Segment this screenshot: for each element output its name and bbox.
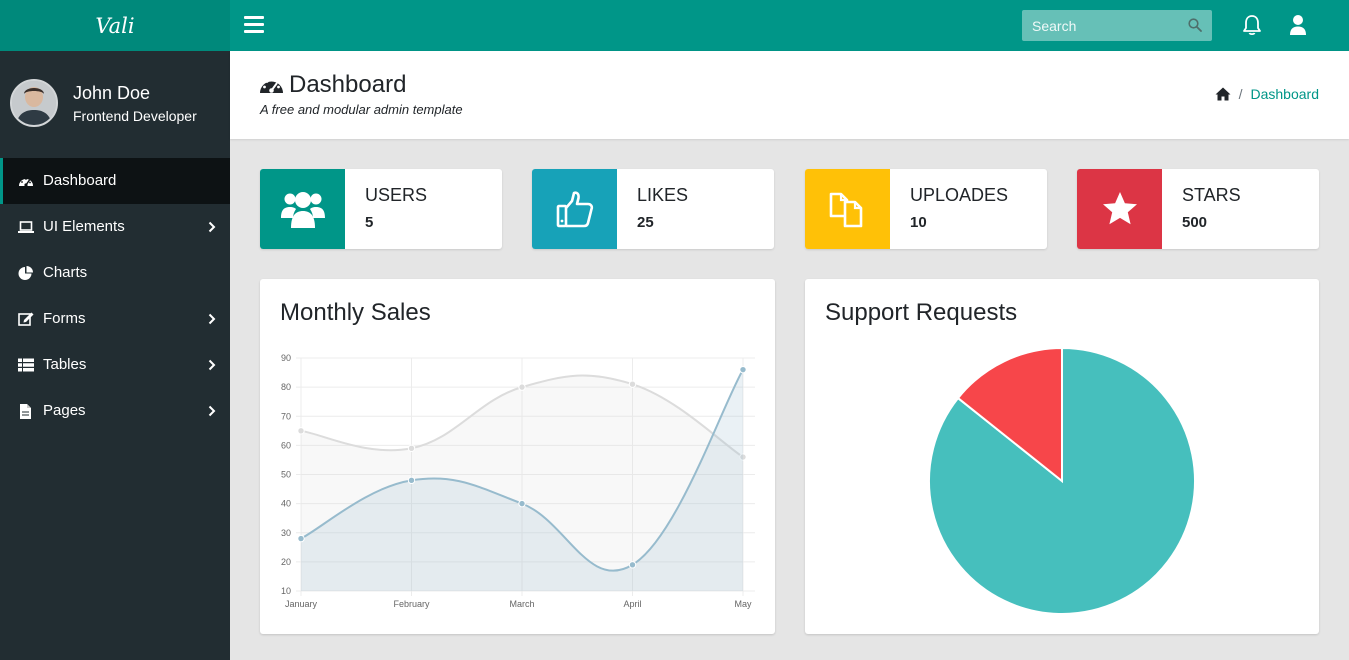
edit-icon — [18, 312, 34, 326]
data-point[interactable] — [407, 476, 416, 485]
search-box[interactable] — [1022, 10, 1212, 41]
sidebar-item-label: UI Elements — [43, 218, 125, 235]
sidebar-item-dashboard[interactable]: Dashboard — [0, 158, 230, 204]
user-profile: John Doe Frontend Developer — [0, 51, 230, 158]
widget-label: UPLOADES — [910, 185, 1009, 205]
files-icon — [829, 192, 862, 228]
widget-value: 500 — [1182, 214, 1208, 231]
breadcrumb-current[interactable]: Dashboard — [1250, 86, 1320, 102]
y-tick-label: 60 — [281, 440, 291, 450]
data-point[interactable] — [518, 499, 526, 508]
widget-stars: STARS 500 — [1077, 169, 1319, 249]
data-point[interactable] — [297, 534, 305, 543]
page-title-bar: Dashboard A free and modular admin templ… — [230, 51, 1349, 139]
user-role: Frontend Developer — [73, 108, 197, 124]
data-point[interactable] — [628, 380, 637, 388]
x-tick-label: March — [509, 599, 534, 609]
users-icon — [280, 192, 325, 228]
breadcrumb-separator: / — [1238, 86, 1243, 102]
page-title: Dashboard — [289, 71, 407, 98]
widget-icon-box — [1077, 169, 1162, 249]
card-title: Support Requests — [825, 299, 1018, 326]
y-tick-label: 30 — [281, 528, 291, 538]
y-tick-label: 70 — [281, 411, 291, 421]
x-tick-label: May — [734, 599, 752, 609]
sidebar-item-label: Charts — [43, 264, 88, 281]
pie-chart — [928, 346, 1196, 615]
app-header: Vali — [0, 0, 1349, 51]
chevron-right-icon — [208, 313, 216, 325]
y-tick-label: 10 — [281, 586, 291, 596]
sidebar-item-label: Forms — [43, 310, 86, 327]
chevron-right-icon — [208, 359, 216, 371]
app-logo[interactable]: Vali — [0, 0, 230, 51]
dashboard-icon — [260, 78, 283, 93]
sidebar-item-forms[interactable]: Forms — [0, 296, 230, 342]
avatar[interactable] — [10, 79, 58, 127]
widget-value: 25 — [637, 214, 654, 231]
menu-icon[interactable] — [244, 16, 264, 34]
support-requests-card: Support Requests — [805, 279, 1319, 634]
y-tick-label: 50 — [281, 470, 291, 480]
pie-slice-1[interactable] — [956, 346, 1063, 484]
widget-value: 5 — [365, 214, 374, 231]
y-tick-label: 90 — [281, 353, 291, 363]
sidebar-item-label: Tables — [43, 356, 87, 373]
pie-chart-icon — [18, 266, 33, 280]
widget-likes: LIKES 25 — [532, 169, 774, 249]
home-icon[interactable] — [1215, 87, 1231, 101]
laptop-icon — [18, 221, 34, 233]
widget-icon-box — [805, 169, 890, 249]
data-point[interactable] — [518, 383, 526, 391]
search-icon[interactable] — [1188, 18, 1202, 32]
thumbs-up-icon — [556, 191, 593, 228]
series-line-1 — [300, 369, 744, 572]
y-tick-label: 80 — [281, 382, 291, 392]
data-point[interactable] — [407, 444, 416, 452]
bell-icon[interactable] — [1241, 14, 1263, 36]
sidebar-item-label: Pages — [43, 402, 86, 419]
search-input[interactable] — [1022, 10, 1212, 41]
series-area-0 — [301, 375, 743, 591]
table-icon — [18, 358, 34, 372]
data-point[interactable] — [739, 453, 747, 461]
chevron-right-icon — [208, 221, 216, 233]
breadcrumb: / Dashboard — [1215, 86, 1319, 102]
data-point[interactable] — [297, 427, 305, 435]
user-icon[interactable] — [1288, 14, 1308, 36]
x-tick-label: April — [623, 599, 641, 609]
sidebar-menu: Dashboard UI Elements Charts Forms — [0, 158, 230, 434]
sidebar-item-label: Dashboard — [43, 172, 117, 189]
y-tick-label: 40 — [281, 499, 291, 509]
chevron-right-icon — [208, 405, 216, 417]
data-point[interactable] — [739, 365, 747, 374]
widget-uploads: UPLOADES 10 — [805, 169, 1047, 249]
widget-label: LIKES — [637, 185, 689, 205]
sidebar-item-tables[interactable]: Tables — [0, 342, 230, 388]
widget-icon-box — [260, 169, 345, 249]
widget-label: STARS — [1182, 185, 1241, 205]
line-chart: 10 20 30 40 50 60 70 80 90 January February March Ap… — [281, 353, 755, 609]
widget-label: USERS — [365, 185, 428, 205]
series-area-1 — [301, 369, 743, 591]
card-title: Monthly Sales — [280, 299, 431, 326]
sidebar-item-ui-elements[interactable]: UI Elements — [0, 204, 230, 250]
sidebar-item-charts[interactable]: Charts — [0, 250, 230, 296]
data-point[interactable] — [628, 561, 637, 569]
monthly-sales-card: Monthly Sales 10 20 30 40 50 60 70 80 90 January F… — [260, 279, 775, 634]
sidebar-item-pages[interactable]: Pages — [0, 388, 230, 434]
page-subtitle: A free and modular admin template — [260, 102, 463, 117]
file-icon — [20, 404, 31, 419]
dashboard-icon — [19, 178, 33, 187]
user-name: John Doe — [73, 83, 151, 103]
x-tick-label: February — [393, 599, 430, 609]
x-tick-label: January — [285, 599, 318, 609]
widget-icon-box — [532, 169, 617, 249]
widget-users: USERS 5 — [260, 169, 502, 249]
y-tick-label: 20 — [281, 557, 291, 567]
star-icon — [1102, 192, 1137, 225]
widget-value: 10 — [910, 214, 927, 231]
sidebar: John Doe Frontend Developer Dashboard UI… — [0, 51, 230, 660]
